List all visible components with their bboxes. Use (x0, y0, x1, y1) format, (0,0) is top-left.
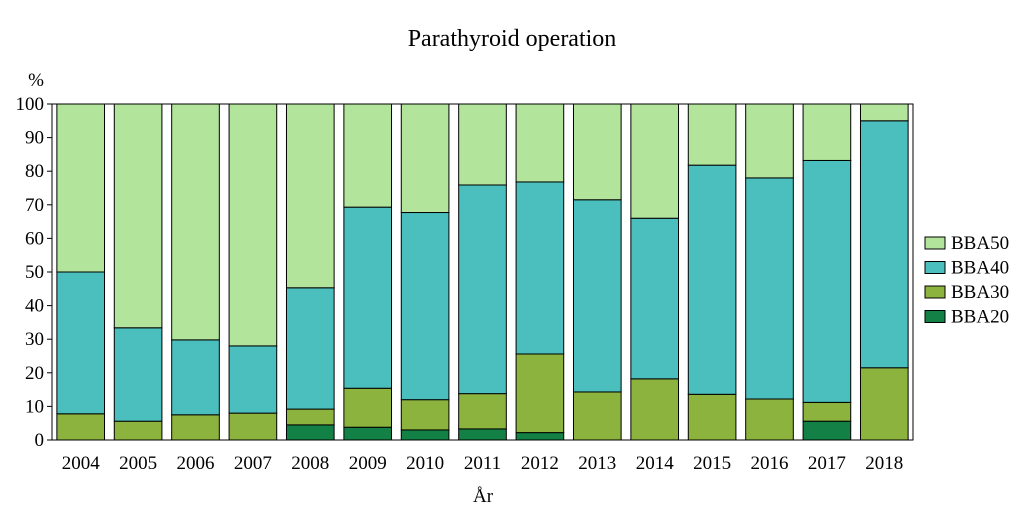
bar-segment-bba30-2005 (113, 420, 163, 441)
y-tick-label: 0 (35, 430, 45, 451)
x-tick-label: 2014 (636, 453, 675, 474)
bar-segment-bba40-2017 (802, 159, 852, 403)
bar-segment-bba30-2008 (285, 408, 335, 426)
bar-segment-bba40-2016 (745, 177, 794, 400)
legend-label-bba50: BBA50 (951, 233, 1009, 254)
bar-segment-bba50-2014 (630, 103, 680, 219)
bar-segment-bba40-2015 (687, 164, 737, 395)
x-axis-label: År (473, 486, 494, 507)
bar-segment-bba40-2012 (515, 181, 565, 355)
bar-segment-bba50-2005 (113, 103, 163, 329)
legend-swatch-bba30 (924, 285, 946, 299)
bar-segment-bba20-2010 (400, 429, 450, 441)
legend-swatch-bba50 (924, 236, 946, 250)
bar-segment-bba30-2016 (745, 398, 794, 441)
x-tick-label: 2012 (521, 453, 559, 474)
y-tick-label: 90 (25, 128, 44, 149)
bar-segment-bba50-2017 (802, 103, 852, 161)
x-tick-label: 2018 (865, 453, 903, 474)
y-tick-label: 80 (25, 161, 44, 182)
y-tick-label: 100 (16, 94, 45, 115)
bar-segment-bba30-2004 (56, 413, 106, 441)
x-tick-label: 2011 (464, 453, 501, 474)
bar-segment-bba50-2011 (458, 103, 507, 186)
bar-segment-bba30-2017 (802, 401, 852, 422)
bar-segment-bba40-2008 (285, 287, 335, 410)
bar-segment-bba40-2004 (56, 271, 106, 415)
y-tick-label: 60 (25, 228, 44, 249)
bar-segment-bba30-2012 (515, 353, 565, 434)
bar-segment-bba40-2013 (572, 199, 622, 393)
bar-segment-bba50-2016 (745, 103, 794, 179)
bar-segment-bba40-2005 (113, 327, 163, 422)
bar-segment-bba30-2018 (859, 367, 909, 441)
legend-swatch-bba40 (924, 261, 946, 274)
x-tick-label: 2015 (693, 453, 731, 474)
bar-segment-bba50-2013 (572, 103, 622, 201)
legend: BBA50 BBA40 BBA30 BBA20 (924, 233, 1009, 328)
y-tick-label: 30 (25, 329, 44, 350)
bar-segment-bba20-2008 (285, 424, 335, 441)
axes-group: 0 10 20 30 40 50 60 70 80 90 100 2004 2005 2006 2007 20… (16, 94, 914, 474)
legend-label-bba20: BBA20 (951, 307, 1009, 328)
x-tick-label: 2004 (62, 453, 101, 474)
x-tick-label: 2017 (808, 453, 846, 474)
bar-segment-bba20-2011 (458, 428, 507, 441)
y-tick-label: 50 (25, 262, 44, 283)
legend-label-bba30: BBA30 (951, 282, 1009, 303)
bar-segment-bba20-2012 (515, 432, 565, 441)
x-tick-label: 2009 (349, 453, 387, 474)
bar-segment-bba20-2017 (802, 420, 852, 441)
x-tick-label: 2007 (234, 453, 272, 474)
x-tick-label: 2010 (406, 453, 444, 474)
y-axis-label: % (28, 70, 44, 91)
bar-segment-bba40-2007 (228, 345, 278, 414)
bar-segment-bba50-2008 (285, 103, 335, 289)
x-tick-label: 2016 (751, 453, 789, 474)
bar-segment-bba40-2010 (400, 212, 450, 401)
bar-segment-bba30-2010 (400, 399, 450, 431)
bar-segment-bba30-2013 (572, 391, 622, 441)
bars-group (56, 103, 909, 441)
bar-segment-bba50-2009 (343, 103, 393, 208)
bar-segment-bba30-2014 (630, 378, 680, 441)
y-tick-label: 20 (25, 363, 44, 384)
y-tick-label: 40 (25, 296, 44, 317)
x-tick-label: 2006 (177, 453, 215, 474)
bar-segment-bba30-2009 (343, 387, 393, 428)
bar-segment-bba50-2006 (171, 103, 220, 341)
bar-segment-bba30-2011 (458, 393, 507, 430)
bar-segment-bba40-2018 (859, 120, 909, 369)
bar-segment-bba30-2007 (228, 412, 278, 441)
y-tick-label: 10 (25, 396, 44, 417)
bar-segment-bba50-2010 (400, 103, 450, 214)
bar-segment-bba40-2014 (630, 217, 680, 380)
bar-segment-bba20-2009 (343, 426, 393, 441)
x-tick-label: 2013 (578, 453, 616, 474)
x-tick-label: 2008 (291, 453, 329, 474)
bar-segment-bba40-2009 (343, 206, 393, 389)
chart-title: Parathyroid operation (408, 26, 617, 52)
bar-segment-bba40-2011 (458, 184, 507, 395)
bar-segment-bba50-2012 (515, 103, 565, 183)
x-tick-label: 2005 (119, 453, 157, 474)
legend-swatch-bba20 (924, 310, 946, 323)
bar-segment-bba50-2018 (859, 103, 909, 122)
bar-segment-bba40-2006 (171, 339, 220, 416)
legend-label-bba40: BBA40 (951, 258, 1009, 279)
bar-segment-bba30-2015 (687, 393, 737, 441)
bar-segment-bba50-2004 (56, 103, 106, 273)
y-tick-label: 70 (25, 195, 44, 216)
bar-segment-bba50-2015 (687, 103, 737, 166)
bar-segment-bba50-2007 (228, 103, 278, 347)
bar-segment-bba30-2006 (171, 414, 220, 441)
